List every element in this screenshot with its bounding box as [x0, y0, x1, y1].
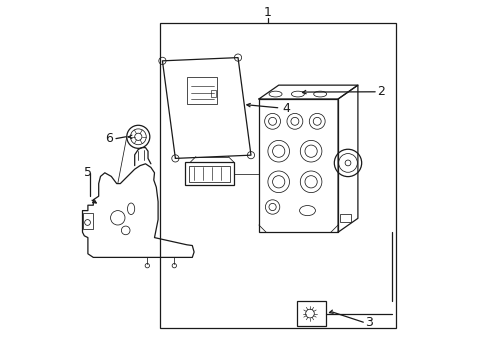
Bar — [160, 23, 395, 328]
Text: 3: 3 — [365, 316, 372, 329]
Bar — [82, 213, 92, 229]
Bar — [258, 99, 337, 232]
Bar — [186, 77, 217, 104]
Text: 1: 1 — [264, 6, 271, 19]
Bar — [188, 166, 230, 182]
Bar — [296, 301, 325, 326]
Bar — [340, 213, 351, 221]
Text: 2: 2 — [376, 85, 384, 98]
Bar — [211, 90, 216, 97]
Text: 4: 4 — [282, 102, 289, 114]
Text: 6: 6 — [105, 132, 113, 145]
Bar — [185, 162, 233, 185]
Text: 5: 5 — [84, 166, 92, 179]
